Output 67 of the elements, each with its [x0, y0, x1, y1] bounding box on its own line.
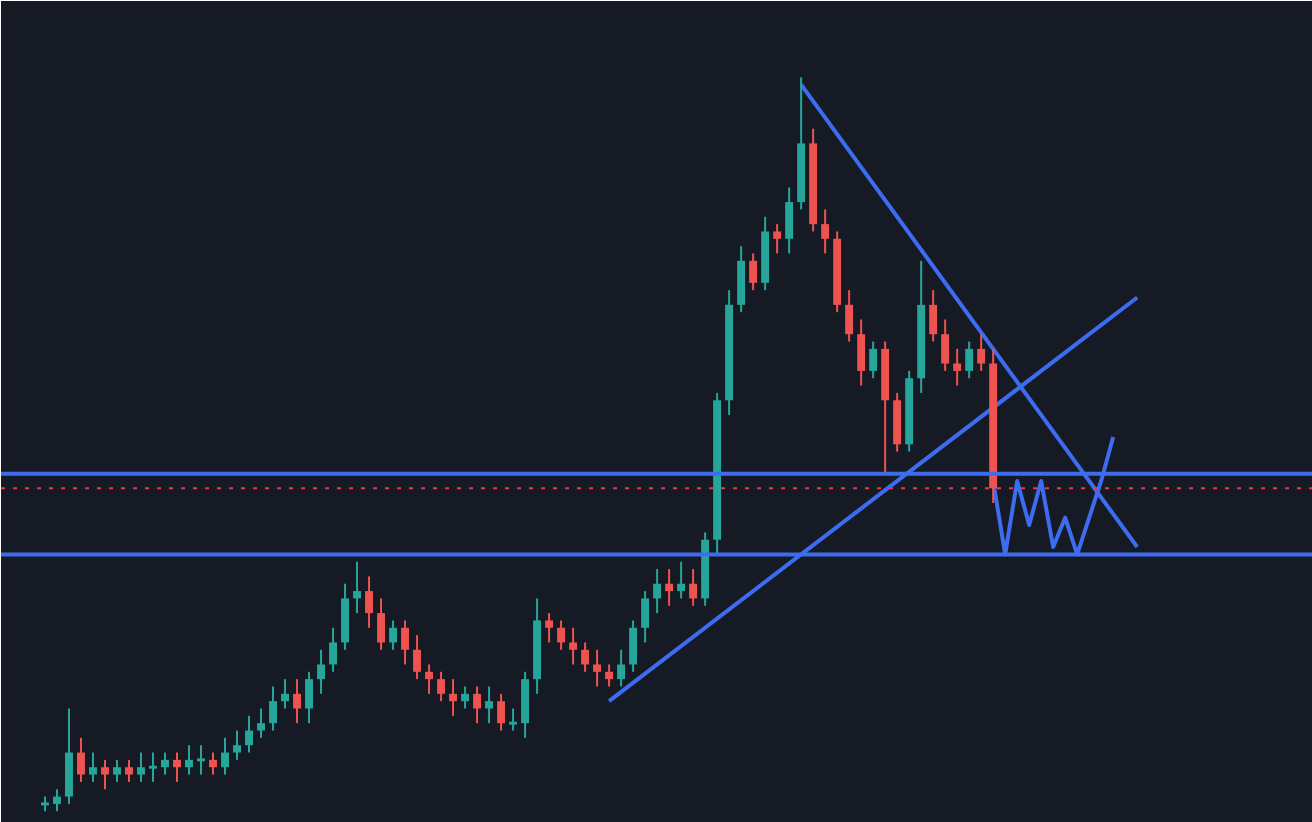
candlestick [65, 707, 73, 805]
candlestick [401, 619, 410, 666]
candlestick [485, 685, 494, 725]
candlestick [665, 568, 674, 607]
candlestick [125, 758, 133, 783]
candlestick [437, 670, 446, 703]
candlestick [965, 340, 974, 380]
candlestick [461, 685, 470, 710]
candlestick [89, 751, 97, 783]
candlestick [785, 186, 794, 255]
candlestick [185, 744, 193, 776]
candlestick [653, 568, 662, 615]
candlestick [389, 619, 398, 651]
candlestick [641, 590, 650, 644]
candlestick [209, 751, 217, 776]
candlestick [593, 648, 602, 688]
candlestick [677, 560, 686, 600]
candlestick [473, 685, 482, 725]
candlestick [353, 560, 361, 615]
candlestick [77, 736, 85, 783]
candlestick [425, 663, 434, 695]
candlestick [377, 597, 385, 651]
candlestick [413, 634, 422, 681]
candlestick [497, 692, 506, 732]
candlestick [197, 744, 205, 776]
candlestick [101, 758, 109, 791]
candlestick [737, 245, 746, 314]
candlestick [929, 289, 938, 343]
candlestick [569, 626, 578, 666]
candlestick [173, 751, 181, 783]
candlestick [977, 333, 986, 372]
candlestick [617, 648, 626, 688]
candlestick [137, 751, 145, 783]
candlestick [581, 641, 590, 673]
candlestick [245, 714, 253, 754]
candlestick [269, 685, 277, 732]
candlestick [293, 678, 301, 725]
candlestick [281, 678, 289, 710]
candlestick [857, 318, 866, 387]
candlestick [449, 678, 458, 717]
candlestick [869, 340, 878, 380]
candlestick [545, 612, 554, 644]
candlestick [317, 648, 325, 695]
candlestick [257, 707, 265, 739]
candlestick [233, 729, 241, 761]
candlestick [113, 758, 121, 783]
candlestick [941, 318, 950, 372]
candlestick [305, 670, 313, 725]
candlestick [221, 736, 229, 776]
candlestick [629, 619, 638, 673]
candlestick [605, 663, 614, 688]
candlestick [689, 568, 698, 607]
candlestick [53, 788, 61, 813]
candlestick [521, 670, 530, 739]
candlestick [557, 619, 566, 651]
candlestick [749, 252, 758, 292]
candlestick [821, 208, 830, 255]
candlestick [365, 575, 373, 629]
candlestick [509, 707, 518, 732]
candlestick [773, 223, 782, 255]
candlestick [149, 751, 157, 783]
candlestick [161, 751, 169, 776]
candlestick [893, 391, 902, 453]
candlestick [845, 289, 854, 343]
candlestick [329, 626, 337, 673]
candlestick [953, 347, 962, 387]
candlestick [341, 582, 349, 651]
